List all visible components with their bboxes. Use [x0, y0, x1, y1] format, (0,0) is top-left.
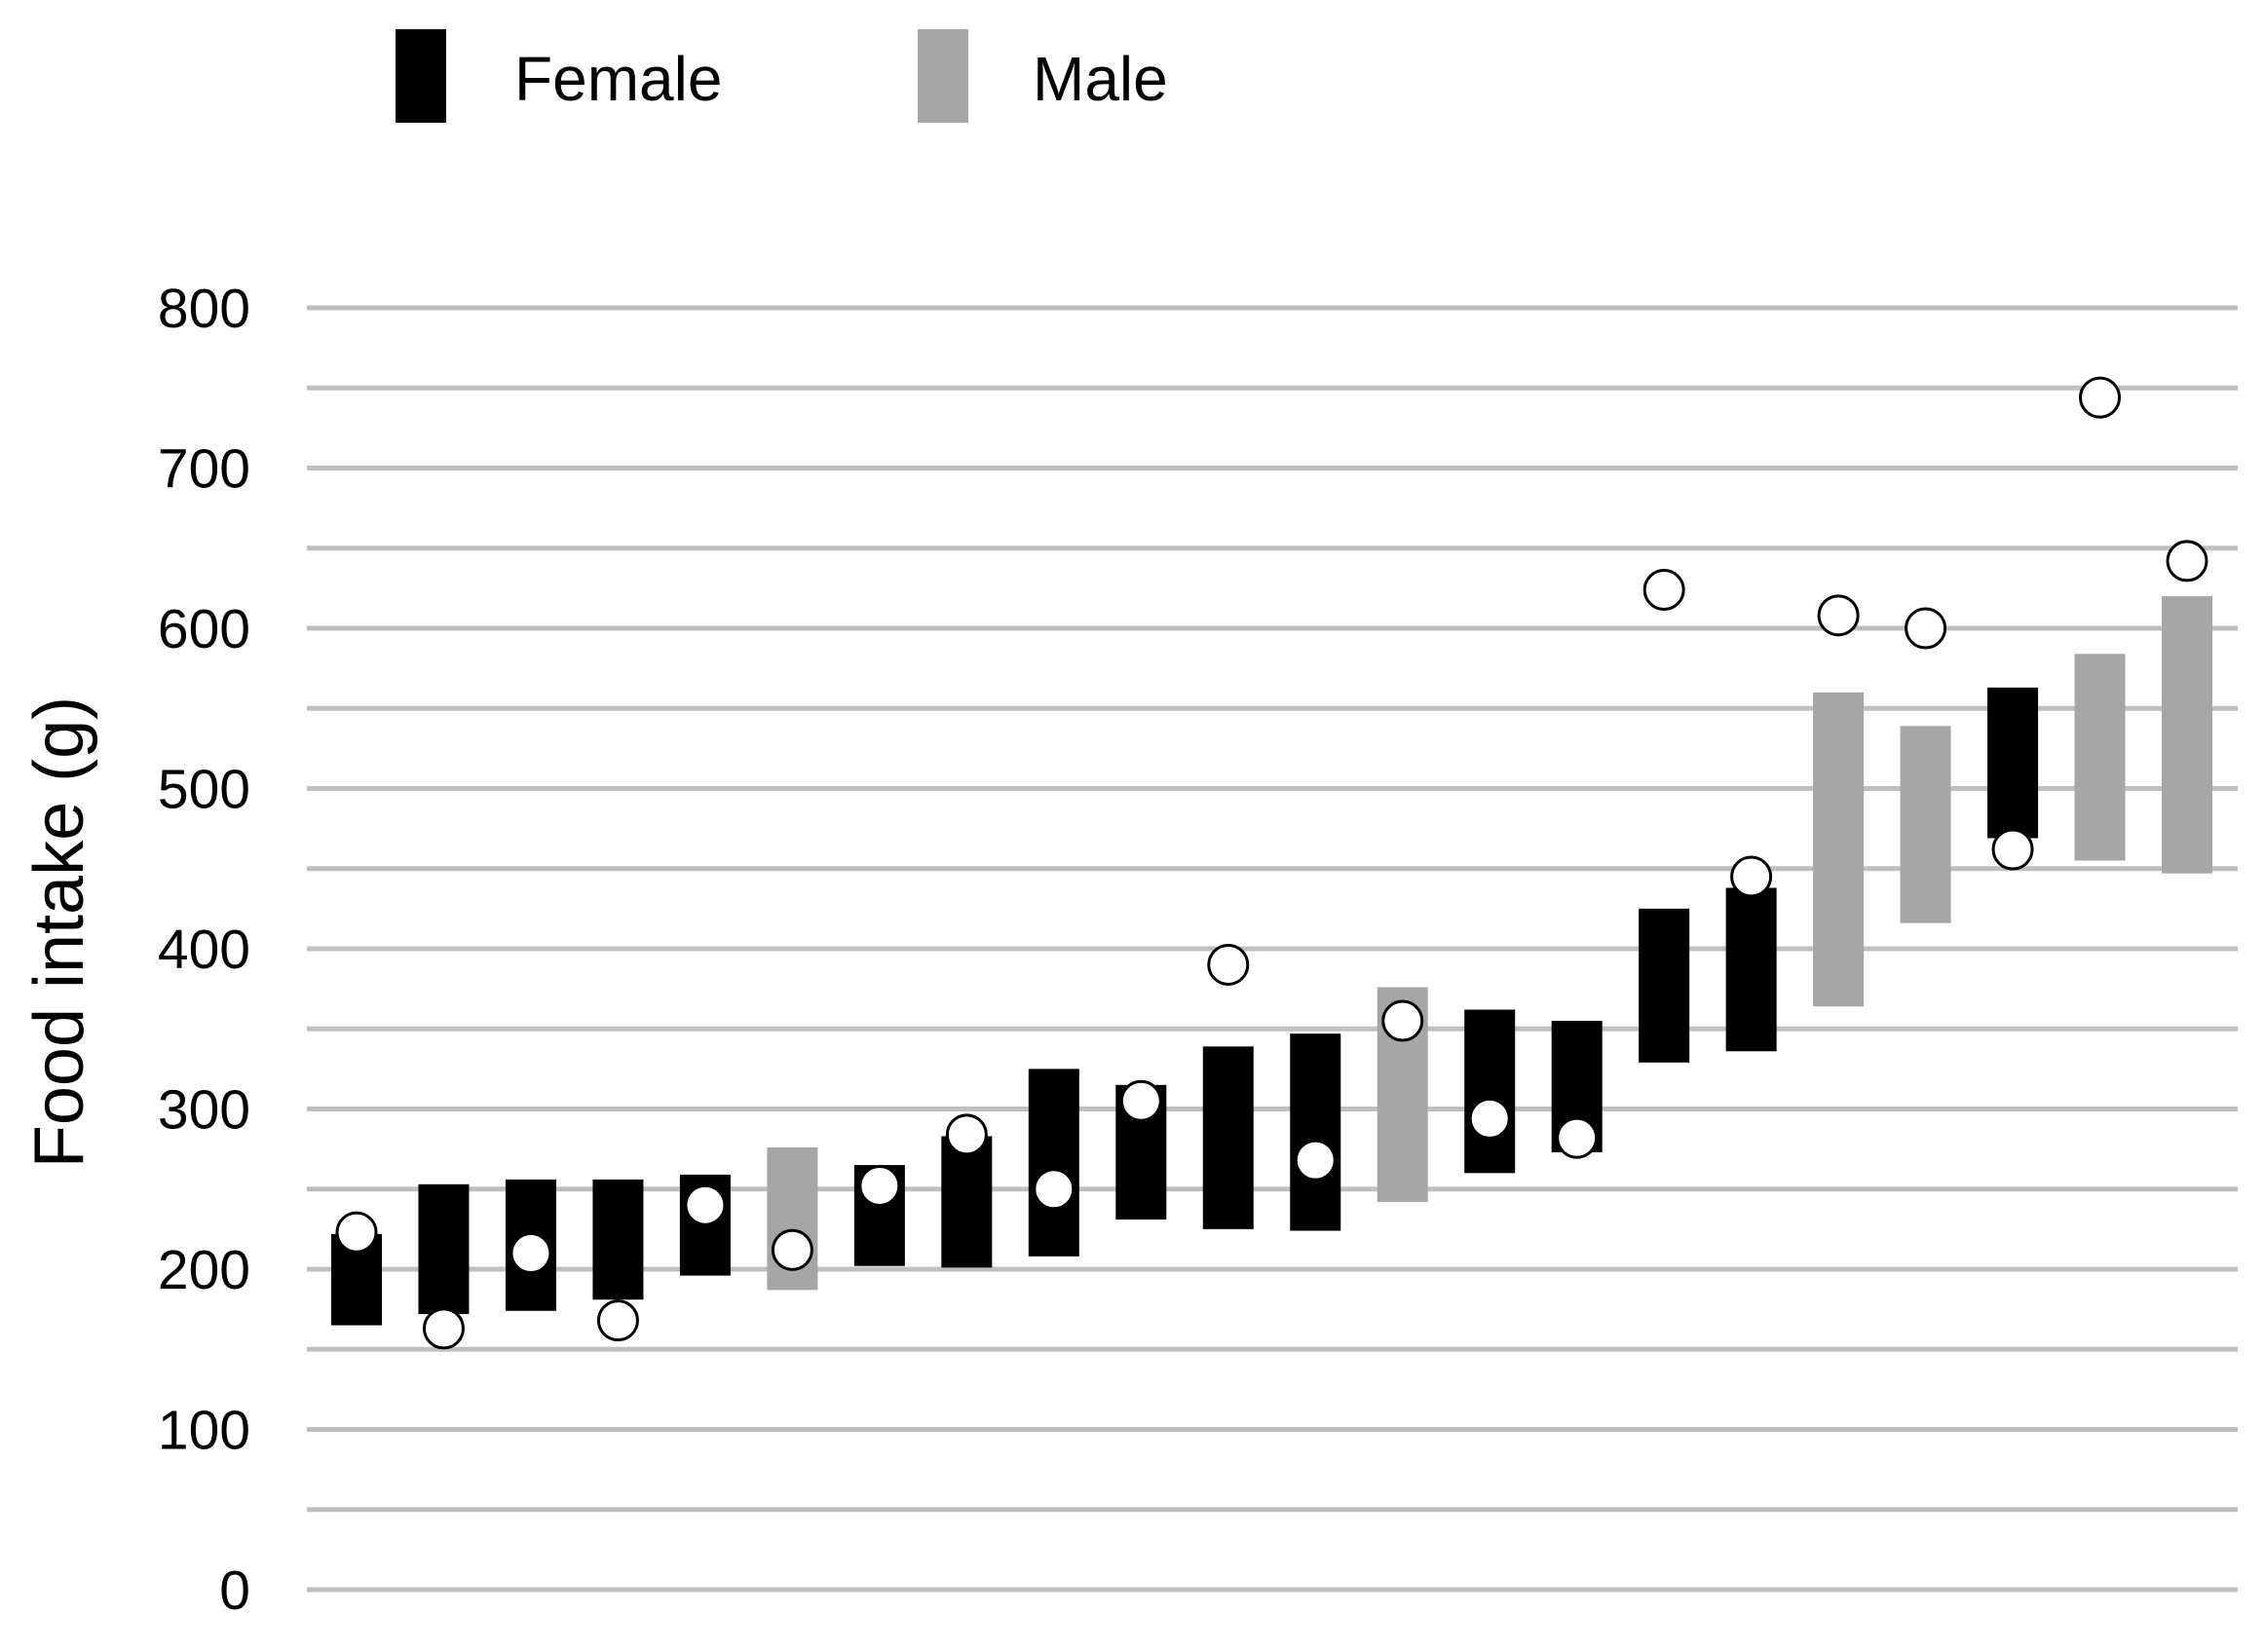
point-marker	[1642, 569, 1685, 612]
y-axis-ticks: 0 100 200 300 400 500 600 700 800	[158, 278, 250, 1622]
point-marker	[1381, 999, 1424, 1042]
point-marker	[945, 1113, 988, 1156]
point-marker	[2166, 540, 2208, 582]
y-tick-label: 700	[158, 438, 250, 501]
point-marker	[596, 1299, 639, 1342]
y-tick-label: 400	[158, 919, 250, 981]
point-marker	[1468, 1097, 1511, 1140]
range-bar-female	[1290, 1033, 1341, 1231]
point-marker	[422, 1307, 465, 1350]
points	[335, 376, 2208, 1350]
point-marker	[1556, 1116, 1599, 1159]
y-tick-label: 200	[158, 1239, 250, 1301]
y-axis-title: Food intake (g)	[20, 696, 98, 1168]
point-marker	[1294, 1139, 1337, 1182]
legend-swatch-female	[396, 29, 446, 123]
range-bar-female	[1987, 687, 2039, 839]
y-tick-label: 0	[219, 1559, 250, 1622]
range-bar-female	[1639, 908, 1690, 1063]
range-bar-male	[1813, 692, 1865, 1007]
legend: Female Male	[396, 29, 1168, 123]
range-bar-female	[1202, 1046, 1254, 1229]
range-bar-female	[1028, 1069, 1079, 1257]
legend-swatch-male	[918, 29, 968, 123]
range-bar-female	[1725, 887, 1777, 1052]
point-marker	[510, 1232, 552, 1275]
gridlines	[307, 305, 2238, 1593]
range-bar-male	[2162, 596, 2212, 874]
bars	[331, 596, 2212, 1326]
point-marker	[771, 1228, 813, 1271]
legend-label-male: Male	[1033, 44, 1168, 114]
point-marker	[1730, 855, 1773, 898]
y-tick-label: 300	[158, 1079, 250, 1142]
point-marker	[1207, 943, 1250, 986]
point-marker	[1991, 828, 2034, 871]
range-bar-female	[592, 1179, 644, 1300]
point-marker	[1905, 607, 1947, 650]
point-marker	[2079, 376, 2122, 419]
point-marker	[1119, 1079, 1162, 1122]
y-tick-label: 800	[158, 278, 250, 340]
point-marker	[335, 1211, 378, 1254]
point-marker	[858, 1164, 901, 1207]
range-bar-female	[1464, 1009, 1516, 1174]
y-tick-label: 600	[158, 598, 250, 660]
point-marker	[1033, 1168, 1076, 1211]
point-marker	[684, 1183, 727, 1226]
range-bar-male	[2074, 654, 2126, 861]
point-marker	[1817, 594, 1860, 637]
range-bar-male	[1900, 726, 1951, 923]
y-tick-label: 500	[158, 759, 250, 821]
legend-label-female: Female	[514, 44, 722, 114]
range-bar-female	[418, 1183, 470, 1315]
range-bar-female	[941, 1136, 993, 1268]
y-tick-label: 100	[158, 1400, 250, 1462]
